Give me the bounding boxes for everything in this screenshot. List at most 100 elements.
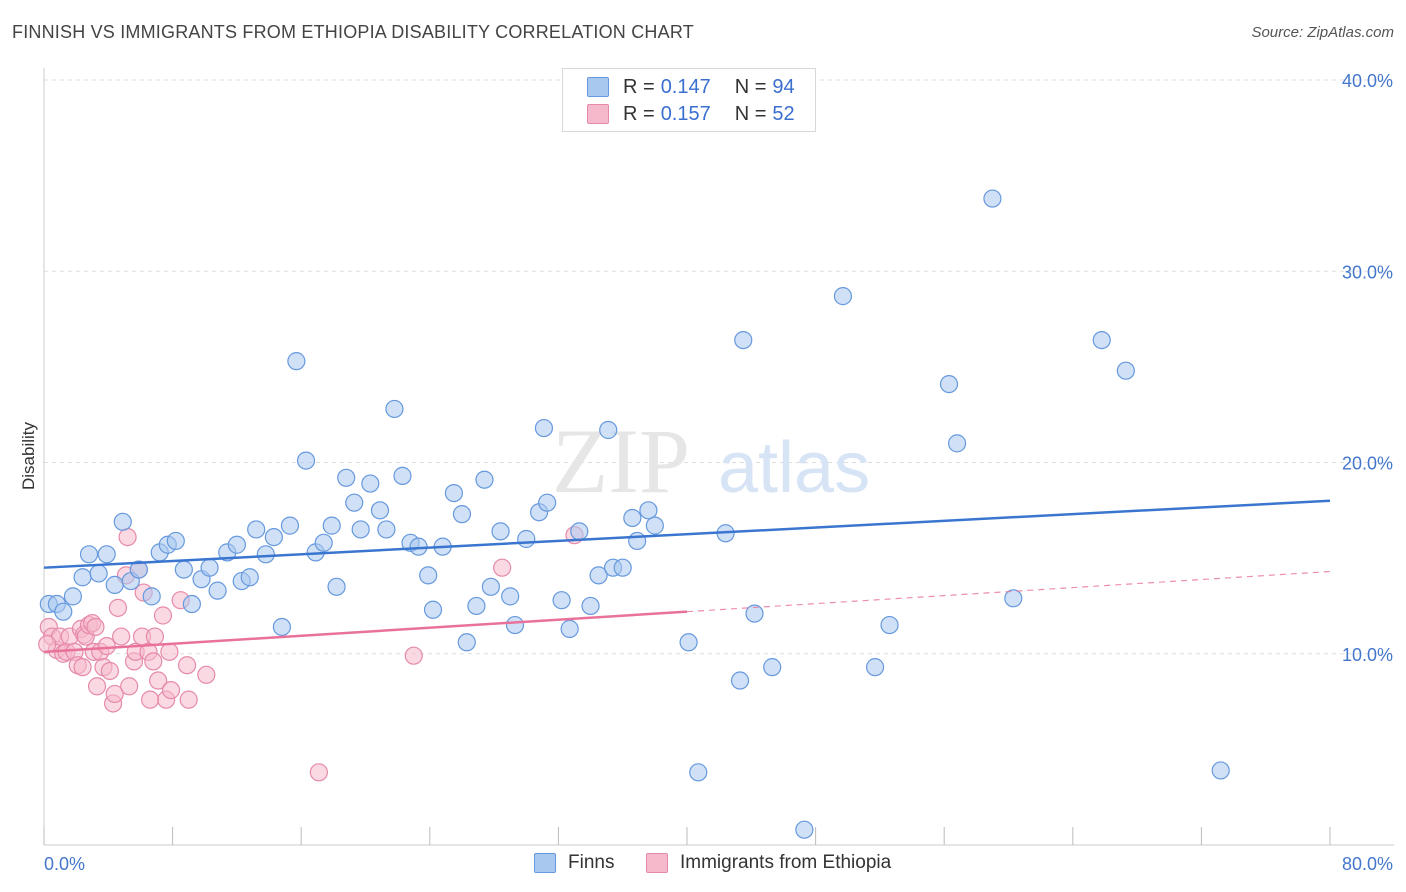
finns-point <box>54 602 73 621</box>
finns-point <box>337 468 356 487</box>
finns-point <box>63 587 83 606</box>
ethiopia-point <box>153 606 173 625</box>
watermark-atlas: atlas <box>718 428 870 508</box>
legend-r-value: 0.147 <box>660 75 711 98</box>
finns-point <box>560 619 579 638</box>
finns-point <box>501 587 520 606</box>
chart-title: FINNISH VS IMMIGRANTS FROM ETHIOPIA DISA… <box>12 22 694 42</box>
finns-point <box>505 615 525 635</box>
finns-point <box>730 671 750 690</box>
finns-point <box>79 545 99 564</box>
finns-swatch-icon <box>587 77 609 97</box>
legend-n-value: 52 <box>772 102 795 125</box>
finns-point <box>444 484 464 503</box>
finns-point <box>280 516 300 535</box>
finns-point <box>314 533 333 552</box>
bottom-legend-ethiopia-label: Immigrants from Ethiopia <box>680 852 892 873</box>
finns-point <box>327 577 346 596</box>
legend-r-label: R = <box>623 102 655 125</box>
finns-point <box>182 594 201 614</box>
legend-r-value: 0.157 <box>660 102 711 125</box>
finns-point <box>345 493 364 512</box>
ethiopia-point <box>73 658 92 677</box>
finns-point <box>570 522 589 541</box>
finns-point <box>589 566 608 585</box>
finns-point <box>745 604 764 623</box>
gridlines <box>44 79 1394 655</box>
finns-point <box>939 374 959 394</box>
ethiopia-swatch-icon <box>587 104 609 124</box>
ethiopia-point <box>309 763 328 782</box>
finns-point <box>1211 761 1230 780</box>
ethiopia-point <box>105 684 124 704</box>
finns-point <box>534 418 554 438</box>
finns-point <box>1092 331 1111 350</box>
finns-point <box>639 501 658 520</box>
finns-point <box>457 633 476 652</box>
finns-point <box>623 508 642 528</box>
finns-point <box>89 564 108 583</box>
finns-point <box>880 615 899 635</box>
finns-point <box>481 577 500 596</box>
ethiopia-trend-extension <box>686 570 1331 613</box>
ethiopia-point <box>144 652 163 671</box>
finns-point <box>538 493 557 512</box>
ethiopia-point <box>140 690 160 709</box>
trend-lines <box>43 499 1331 654</box>
finns-point <box>370 501 390 520</box>
finns-point <box>393 466 412 485</box>
x-tick-label: 80.0% <box>1342 854 1393 874</box>
finns-point <box>264 527 283 547</box>
watermark: ZIP atlas <box>552 410 870 512</box>
ethiopia-point <box>149 671 168 690</box>
legend-n-label: N = <box>734 102 767 125</box>
x-tick-label: 0.0% <box>44 854 85 874</box>
finns-swatch-icon <box>534 853 556 873</box>
finns-point <box>208 581 227 600</box>
finns-point <box>467 596 486 616</box>
ethiopia-trend-line <box>43 610 688 654</box>
finns-point <box>385 399 404 419</box>
finns-point <box>628 531 647 551</box>
source-label: Source: ZipAtlas.com <box>1251 24 1394 41</box>
ethiopia-swatch-icon <box>646 853 668 873</box>
finns-point <box>795 820 814 839</box>
finns-point <box>763 658 782 677</box>
finns-point <box>423 600 443 619</box>
finns-point <box>552 591 571 610</box>
axes <box>43 68 1394 846</box>
finns-point <box>689 763 708 782</box>
ethiopia-point <box>100 661 120 681</box>
legend-r-label: R = <box>623 75 655 98</box>
finns-point <box>983 189 1002 208</box>
bottom-legend-ethiopia: Immigrants from Ethiopia <box>646 852 891 874</box>
finns-point <box>613 558 632 577</box>
tick-labels: 10.0% 20.0% 30.0% 40.0% 0.0% 80.0% <box>44 71 1393 874</box>
ethiopia-point <box>112 627 131 646</box>
ethiopia-point <box>120 677 139 696</box>
finns-point <box>1004 589 1023 608</box>
finns-point <box>142 587 161 606</box>
legend: R = 0.147 N = 94 R = 0.157 N = 52 <box>562 68 816 132</box>
finns-point <box>256 545 275 564</box>
legend-row-finns: R = 0.147 N = 94 <box>587 75 795 99</box>
finns-point <box>452 505 472 524</box>
finns-point <box>645 516 664 535</box>
ethiopia-point <box>145 627 165 646</box>
finns-point <box>105 575 124 595</box>
finns-point <box>174 560 193 579</box>
legend-n-label: N = <box>734 75 767 98</box>
finns-trend-line <box>43 499 1331 569</box>
finns-point <box>491 522 510 541</box>
ethiopia-point <box>179 690 198 709</box>
finns-point <box>351 520 370 539</box>
y-tick-label: 30.0% <box>1342 262 1393 282</box>
y-tick-label: 20.0% <box>1342 454 1393 474</box>
finns-point <box>227 535 246 554</box>
finns-point <box>113 512 132 531</box>
finns-point <box>73 568 92 587</box>
finns-point <box>581 596 600 616</box>
finns-point <box>1116 361 1135 380</box>
finns-point <box>361 474 380 493</box>
finns-point <box>679 633 698 652</box>
